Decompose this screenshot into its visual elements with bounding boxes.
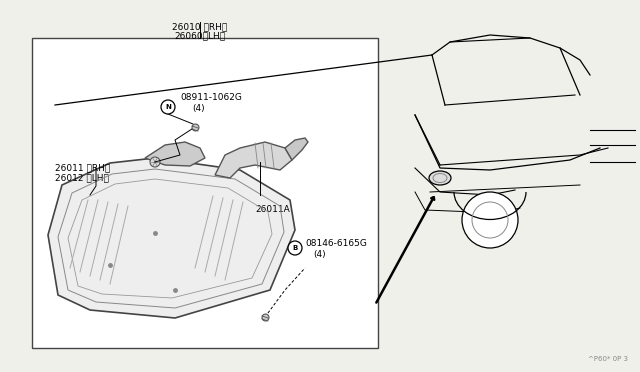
Polygon shape — [48, 158, 295, 318]
Polygon shape — [215, 142, 292, 178]
Text: (4): (4) — [313, 250, 326, 259]
Ellipse shape — [429, 171, 451, 185]
Text: 08146-6165G: 08146-6165G — [305, 238, 367, 247]
Circle shape — [150, 157, 160, 167]
Text: B: B — [292, 245, 298, 251]
Polygon shape — [145, 142, 205, 166]
Text: 26060〈LH〉: 26060〈LH〉 — [175, 31, 225, 40]
Text: (4): (4) — [192, 103, 205, 112]
Bar — [32, 38, 378, 348]
Circle shape — [462, 192, 518, 248]
Text: 26011 〈RH〉: 26011 〈RH〉 — [55, 164, 110, 173]
Text: 26010 〈RH〉: 26010 〈RH〉 — [172, 22, 228, 31]
Text: 26012 〈LH〉: 26012 〈LH〉 — [55, 173, 109, 183]
Text: 26011A: 26011A — [255, 205, 290, 214]
Polygon shape — [285, 138, 308, 160]
Circle shape — [161, 100, 175, 114]
Text: ^P60* 0P 3: ^P60* 0P 3 — [588, 356, 628, 362]
Circle shape — [288, 241, 302, 255]
Text: 08911-1062G: 08911-1062G — [180, 93, 242, 102]
Text: N: N — [165, 104, 171, 110]
